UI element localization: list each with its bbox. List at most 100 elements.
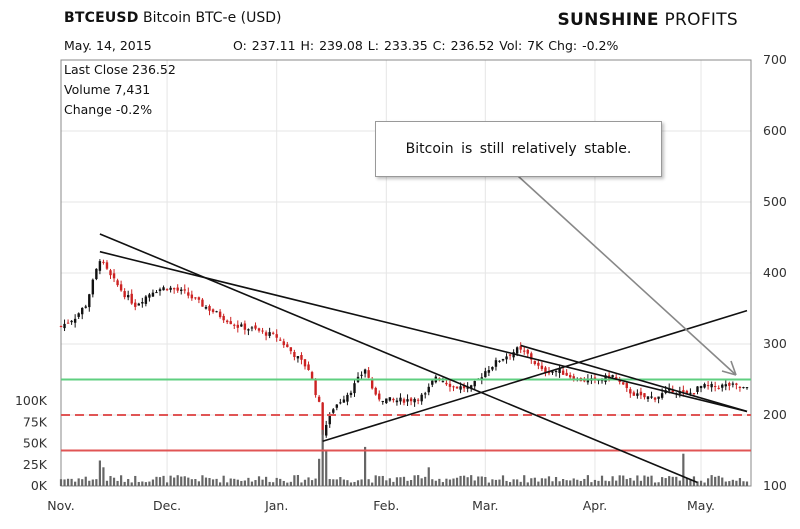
candle-body bbox=[724, 384, 727, 387]
candle-body bbox=[332, 409, 335, 413]
volume-bar bbox=[526, 482, 529, 486]
candle-body bbox=[201, 299, 204, 307]
candle-body bbox=[427, 386, 430, 393]
x-tick-label-Nov: Nov. bbox=[47, 498, 74, 513]
volume-bar bbox=[81, 479, 84, 486]
volume-bar bbox=[583, 478, 586, 486]
volume-bar bbox=[441, 482, 444, 486]
candle-body bbox=[271, 332, 275, 334]
candle-body bbox=[233, 324, 236, 326]
brand-light: PROFITS bbox=[664, 10, 738, 30]
candle-body bbox=[112, 273, 116, 279]
candle-body bbox=[59, 325, 63, 327]
volume-bar bbox=[519, 481, 522, 486]
candle-body bbox=[289, 347, 293, 352]
volume-bar bbox=[537, 481, 540, 486]
volume-bar bbox=[445, 478, 448, 486]
candle-body bbox=[558, 368, 561, 374]
candle-body bbox=[706, 385, 710, 387]
candle-body bbox=[657, 396, 660, 399]
volume-tick-label-0K: 0K bbox=[31, 478, 48, 493]
volume-bar bbox=[141, 481, 144, 486]
candle-body bbox=[303, 359, 307, 367]
volume-bar bbox=[579, 480, 582, 486]
candle-body bbox=[279, 339, 282, 341]
candle-body bbox=[572, 376, 575, 381]
volume-bar bbox=[671, 476, 674, 486]
candle-body bbox=[102, 261, 105, 263]
candle-body bbox=[402, 399, 406, 403]
candle-body bbox=[420, 394, 423, 402]
candle-body bbox=[204, 306, 208, 309]
trend-line-3 bbox=[322, 309, 748, 443]
volume-bar bbox=[321, 429, 324, 486]
volume-bar bbox=[544, 478, 547, 486]
volume-bar bbox=[699, 480, 703, 486]
candle-body bbox=[264, 332, 268, 336]
volume-bar bbox=[215, 478, 218, 486]
volume-bar bbox=[367, 479, 370, 486]
candle-body bbox=[692, 393, 696, 395]
volume-bar bbox=[289, 481, 292, 486]
volume-bar bbox=[689, 479, 692, 486]
candle-body bbox=[537, 362, 540, 366]
candle-body bbox=[671, 390, 674, 393]
volume-bar bbox=[558, 481, 561, 486]
candle-body bbox=[717, 387, 720, 389]
volume-bar bbox=[409, 479, 413, 486]
volume-bar bbox=[742, 481, 745, 486]
volume-bar bbox=[664, 478, 667, 486]
chart-title: BTCEUSD Bitcoin BTC-e (USD) bbox=[64, 10, 282, 26]
volume-bar bbox=[406, 480, 409, 486]
volume-bar bbox=[607, 481, 611, 486]
volume-bar bbox=[208, 478, 211, 486]
volume-bar bbox=[70, 478, 73, 486]
candle-body bbox=[165, 289, 169, 291]
candle-body bbox=[66, 322, 70, 324]
candle-body bbox=[685, 390, 689, 394]
instrument-name: Bitcoin BTC-e (USD) bbox=[142, 10, 282, 26]
trend-line-4 bbox=[520, 344, 748, 413]
volume-bar bbox=[134, 475, 137, 486]
candle-body bbox=[88, 294, 91, 308]
volume-bar bbox=[498, 479, 501, 486]
candle-body bbox=[218, 311, 222, 318]
info-panel: Last Close 236.52 Volume 7,431 Change -0… bbox=[64, 60, 176, 120]
volume-bar bbox=[381, 475, 384, 486]
candle-body bbox=[91, 279, 95, 295]
volume-bar bbox=[530, 478, 533, 486]
candle-body bbox=[236, 324, 240, 328]
volume-bar bbox=[279, 478, 282, 486]
volume-bar bbox=[204, 477, 208, 486]
candle-body bbox=[73, 318, 77, 323]
candle-body bbox=[367, 370, 370, 378]
volume-bar bbox=[272, 482, 275, 486]
volume-bar bbox=[240, 480, 243, 486]
candle-body bbox=[484, 371, 487, 378]
candle-body bbox=[523, 350, 526, 352]
volume-bar bbox=[661, 477, 664, 486]
volume-bar bbox=[335, 479, 338, 486]
candle-body bbox=[381, 400, 384, 402]
volume-bar bbox=[600, 475, 604, 486]
volume-tick-label-75K: 75K bbox=[23, 414, 48, 429]
volume-bar bbox=[137, 481, 140, 486]
volume-bar bbox=[120, 475, 123, 486]
volume-bar bbox=[173, 477, 176, 486]
volume-bar bbox=[604, 480, 607, 486]
candle-body bbox=[222, 315, 225, 321]
candle-body bbox=[632, 392, 636, 396]
volume-bar bbox=[190, 479, 193, 486]
volume-bar bbox=[59, 479, 63, 486]
chart-date: May. 14, 2015 bbox=[64, 38, 152, 53]
candle-body bbox=[710, 383, 713, 388]
candle-body bbox=[498, 360, 501, 362]
volume-bar bbox=[325, 450, 328, 486]
volume-bar bbox=[388, 478, 391, 486]
candle-body bbox=[636, 393, 639, 396]
candle-body bbox=[501, 358, 505, 361]
volume-bar bbox=[523, 475, 526, 486]
candle-body bbox=[363, 369, 367, 374]
trend-line-1 bbox=[99, 233, 698, 484]
candle-body bbox=[395, 400, 399, 403]
